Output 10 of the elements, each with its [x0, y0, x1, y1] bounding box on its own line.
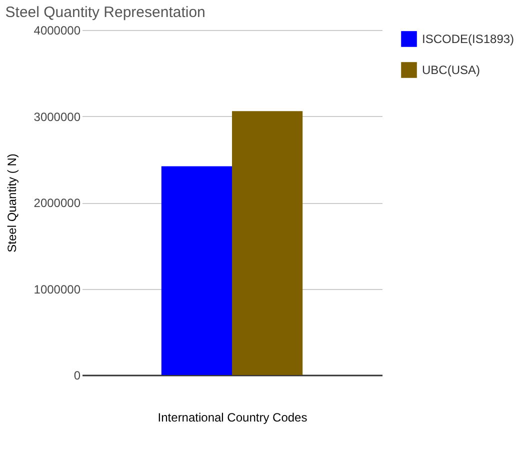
y-tick-label: 0: [74, 368, 81, 382]
y-tick-label: 4000000: [34, 24, 81, 38]
legend-label: ISCODE(IS1893): [422, 32, 514, 46]
y-tick-label: 1000000: [34, 282, 81, 296]
y-tick-label: 3000000: [34, 110, 81, 124]
x-axis-title: International Country Codes: [158, 410, 308, 424]
y-axis-title: Steel Quantity ( N): [4, 154, 19, 252]
chart-title: Steel Quantity Representation: [5, 4, 206, 21]
legend-label: UBC(USA): [422, 63, 480, 77]
y-tick-label: 2000000: [34, 196, 81, 210]
